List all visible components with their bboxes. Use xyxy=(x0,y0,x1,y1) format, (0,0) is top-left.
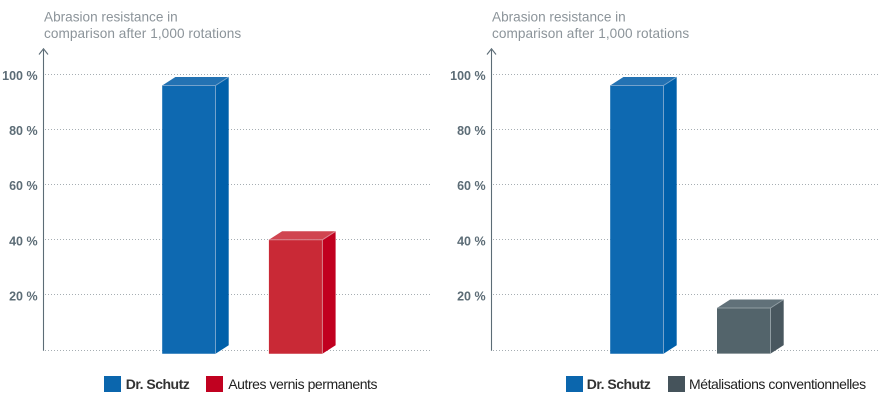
svg-text:80 %: 80 % xyxy=(9,124,38,138)
svg-text:20 %: 20 % xyxy=(457,289,486,303)
svg-text:60 %: 60 % xyxy=(457,179,486,193)
svg-text:comparison after 1,000 rotatio: comparison after 1,000 rotations xyxy=(492,26,689,41)
svg-text:Métalisations conventionnelles: Métalisations conventionnelles xyxy=(689,376,866,392)
svg-text:80 %: 80 % xyxy=(457,124,486,138)
svg-text:100 %: 100 % xyxy=(450,69,485,83)
svg-text:40 %: 40 % xyxy=(457,234,486,248)
svg-text:40 %: 40 % xyxy=(9,234,38,248)
svg-text:Abrasion resistance in: Abrasion resistance in xyxy=(492,9,626,24)
svg-text:100 %: 100 % xyxy=(2,69,37,83)
svg-text:Abrasion resistance in: Abrasion resistance in xyxy=(44,9,178,24)
svg-text:Dr. Schutz: Dr. Schutz xyxy=(587,376,651,392)
svg-text:Autres vernis permanents: Autres vernis permanents xyxy=(228,376,377,392)
svg-text:comparison after 1,000 rotatio: comparison after 1,000 rotations xyxy=(44,26,241,41)
svg-text:20 %: 20 % xyxy=(9,289,38,303)
svg-text:Dr. Schutz: Dr. Schutz xyxy=(126,376,190,392)
svg-text:60 %: 60 % xyxy=(9,179,38,193)
